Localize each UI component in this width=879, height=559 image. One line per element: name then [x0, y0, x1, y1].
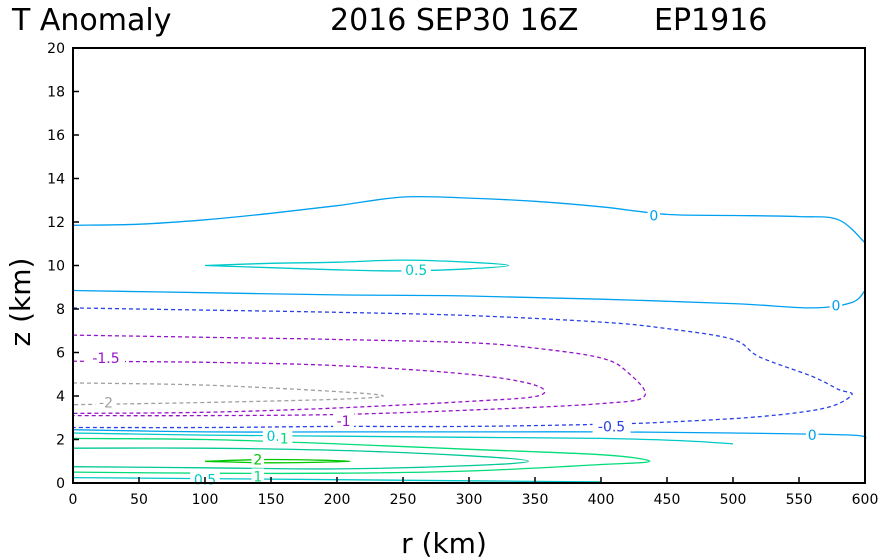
contour-label-background — [592, 418, 631, 434]
x-tick-label: 200 — [324, 492, 351, 508]
contour-layer — [72, 195, 867, 483]
contour-label: 1 — [253, 469, 262, 485]
chart-title: T Anomaly 2016 SEP30 16Z EP1916 — [11, 3, 767, 38]
title-date: 2016 SEP30 16Z — [330, 3, 578, 38]
contour-label-background — [95, 394, 117, 410]
y-axis-ticks: 0 2 4 6 8 10 12 14 16 18 20 — [47, 41, 79, 492]
y-tick-label: 2 — [56, 433, 65, 449]
contour-line-neg0p5 — [72, 307, 853, 429]
contour-label: -1 — [337, 414, 351, 430]
contour-label-background — [829, 297, 843, 313]
contour-line-neg2 — [72, 382, 384, 406]
contour-line-0p5 — [72, 432, 734, 445]
contour-line-1p5 — [72, 447, 530, 470]
title-storm: EP1916 — [654, 3, 767, 38]
contour-label: 0 — [831, 299, 840, 315]
y-axis-title: z (km) — [4, 258, 37, 347]
y-tick-label: 18 — [47, 85, 65, 101]
contour-label: -0.5 — [598, 419, 625, 435]
contour-label-background — [277, 430, 291, 446]
contour-label-background — [87, 349, 125, 365]
contour-label-background — [401, 261, 431, 277]
x-axis-ticks: 0 50 100 150 200 250 300 350 400 450 500 550 600 — [69, 477, 879, 508]
contour-line-0 — [72, 289, 866, 309]
x-tick-label: 450 — [654, 492, 681, 508]
contour-label: 0 — [649, 208, 658, 224]
x-tick-label: 250 — [390, 492, 417, 508]
y-tick-label: 0 — [56, 476, 65, 492]
x-tick-label: 350 — [522, 492, 549, 508]
contour-line-neg1p5 — [72, 360, 546, 415]
x-tick-label: 50 — [130, 492, 148, 508]
x-axis-title: r (km) — [401, 527, 487, 559]
y-tick-label: 12 — [47, 215, 65, 231]
y-tick-label: 16 — [47, 128, 65, 144]
contour-line-0p5 — [204, 259, 510, 272]
y-tick-label: 10 — [47, 259, 65, 275]
contour-label-background — [333, 413, 355, 429]
x-tick-label: 500 — [720, 492, 747, 508]
x-tick-label: 0 — [69, 492, 78, 508]
y-tick-label: 20 — [47, 41, 65, 57]
x-tick-label: 150 — [258, 492, 285, 508]
x-tick-label: 100 — [192, 492, 219, 508]
contour-label: -2 — [99, 396, 113, 412]
contour-label-background — [805, 427, 819, 443]
y-tick-label: 8 — [56, 302, 65, 318]
title-variable: T Anomaly — [11, 3, 171, 38]
contour-label-background — [251, 451, 265, 467]
contour-label-background — [647, 207, 661, 223]
contour-label: 2 — [253, 453, 262, 469]
contour-label-background — [251, 468, 265, 484]
contour-line-0 — [72, 195, 866, 244]
x-tick-label: 400 — [588, 492, 615, 508]
contour-label: 0.5 — [405, 263, 427, 279]
y-tick-label: 14 — [47, 172, 65, 188]
x-tick-label: 300 — [456, 492, 483, 508]
contour-line-2 — [204, 458, 351, 464]
y-tick-label: 4 — [56, 389, 65, 405]
x-tick-label: 550 — [786, 492, 813, 508]
x-tick-label: 600 — [852, 492, 879, 508]
y-tick-label: 6 — [56, 346, 65, 362]
contour-label: 0 — [808, 428, 817, 444]
contour-label: 1 — [280, 431, 289, 447]
contour-label: -1.5 — [92, 351, 119, 367]
